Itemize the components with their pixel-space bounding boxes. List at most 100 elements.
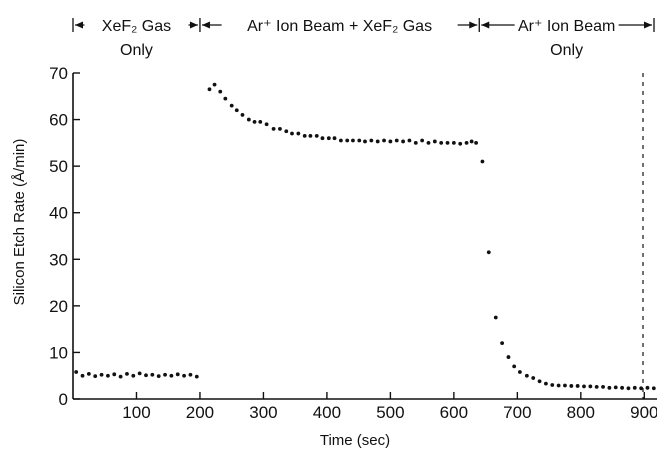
data-point (290, 131, 294, 136)
data-point (314, 133, 319, 138)
x-tick-label: 400 (313, 403, 341, 422)
y-tick-label: 0 (59, 390, 68, 409)
y-tick-label: 50 (49, 157, 68, 176)
data-point (506, 355, 511, 359)
y-tick-label: 20 (49, 297, 68, 316)
data-point (182, 373, 186, 378)
data-points (74, 82, 656, 391)
data-point (458, 141, 463, 146)
data-point (150, 372, 155, 377)
phase-label: Ar⁺ Ion Beam (518, 18, 615, 35)
data-point (607, 385, 612, 390)
data-point (175, 372, 180, 377)
y-tick-label: 40 (49, 204, 68, 223)
x-tick-label: 300 (249, 403, 277, 422)
data-point (413, 140, 418, 145)
data-point (246, 117, 251, 122)
data-point (118, 374, 123, 379)
phase-arrowhead (481, 21, 490, 29)
data-point (207, 87, 212, 92)
data-point (469, 139, 474, 144)
data-point (131, 373, 136, 378)
data-point (556, 383, 561, 388)
phase-label-line2: Only (120, 42, 153, 59)
data-point (524, 373, 529, 378)
data-point (394, 138, 399, 143)
data-point (620, 385, 624, 390)
x-tick-label: 800 (567, 403, 595, 422)
data-point (258, 120, 263, 124)
data-point (332, 136, 337, 141)
data-point (234, 108, 239, 113)
data-point (218, 89, 223, 94)
x-tick-label: 500 (376, 403, 404, 422)
data-point (388, 139, 393, 144)
data-point (382, 138, 386, 143)
data-point (296, 131, 301, 136)
data-point (426, 140, 431, 145)
data-point (106, 373, 110, 378)
data-point (229, 103, 234, 108)
data-point (626, 386, 631, 391)
data-point (401, 139, 405, 144)
data-point (308, 133, 313, 138)
y-tick-label: 30 (49, 250, 68, 269)
data-point (512, 364, 517, 369)
data-point (351, 138, 355, 143)
data-point (302, 133, 307, 138)
data-point (575, 384, 580, 388)
data-point (74, 370, 79, 374)
data-point (357, 138, 362, 143)
data-point (550, 383, 555, 387)
data-point (137, 371, 142, 376)
phase-arrowhead (201, 21, 210, 29)
x-tick-label: 900 (630, 403, 657, 422)
data-point (144, 373, 148, 378)
data-point (451, 140, 456, 145)
data-point (284, 129, 289, 134)
data-point (93, 374, 98, 379)
data-point (271, 126, 276, 131)
x-tick-label: 700 (503, 403, 531, 422)
data-point (645, 385, 650, 390)
data-point (163, 372, 167, 377)
data-point (169, 373, 174, 378)
data-point (112, 372, 117, 377)
data-point (474, 140, 478, 145)
data-point (369, 138, 374, 143)
phase-arrowhead (75, 21, 83, 29)
data-point (375, 139, 380, 144)
data-point (320, 136, 325, 141)
data-point (278, 126, 282, 131)
data-point (445, 140, 450, 145)
phase-annotations: XeF₂ Gas Only Ar⁺ Ion Beam + XeF₂ Gas Ar⁺ I… (72, 18, 655, 59)
data-point (363, 139, 367, 144)
data-point (80, 373, 85, 378)
data-point (651, 386, 656, 391)
data-point (212, 82, 217, 87)
data-point (486, 250, 491, 255)
data-point (188, 372, 193, 377)
data-point (240, 113, 245, 117)
data-point (432, 139, 437, 144)
phase-arrowhead (644, 21, 652, 29)
x-axis-label: Time (sec) (320, 432, 390, 449)
y-tick-label: 70 (49, 64, 68, 83)
phase-arrowhead (189, 21, 198, 29)
data-point (537, 379, 542, 384)
axes (72, 73, 657, 400)
data-point (464, 140, 469, 145)
data-point (594, 384, 599, 389)
y-tick-label: 10 (49, 343, 68, 362)
data-point (345, 138, 350, 143)
data-point (252, 120, 257, 124)
data-point (407, 138, 412, 143)
phase-label: Ar⁺ Ion Beam + XeF₂ Gas (247, 18, 432, 35)
data-point (223, 96, 228, 101)
data-point (500, 341, 505, 346)
data-point (632, 385, 637, 390)
data-point (338, 138, 343, 143)
data-point (480, 159, 485, 164)
data-point (588, 384, 593, 389)
